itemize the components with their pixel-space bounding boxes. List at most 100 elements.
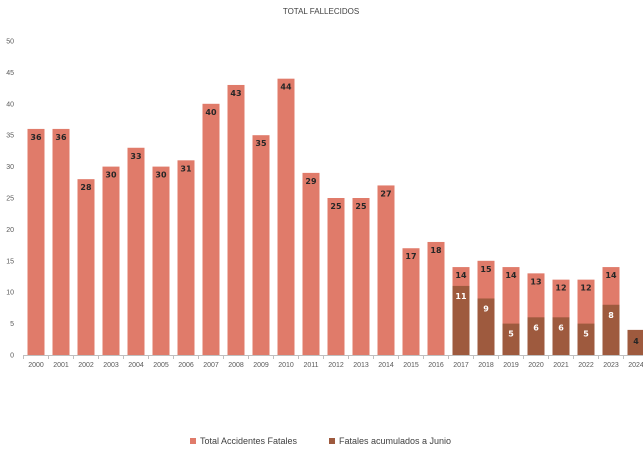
data-label-total-2021: 12 bbox=[555, 284, 566, 293]
data-label-total-2017: 14 bbox=[455, 271, 467, 280]
data-label-total-2003: 30 bbox=[105, 171, 117, 180]
y-tick-label: 10 bbox=[6, 290, 14, 297]
data-label-total-2014: 27 bbox=[380, 189, 391, 198]
x-tick-label: 2009 bbox=[253, 362, 269, 369]
bar-junio-2018 bbox=[477, 298, 495, 355]
data-label-junio-2020: 6 bbox=[533, 323, 539, 332]
x-tick-label: 2004 bbox=[128, 362, 144, 369]
legend: Total Accidentes Fatales Fatales acumulad… bbox=[190, 436, 451, 446]
bar-total-2007 bbox=[202, 103, 220, 355]
data-label-total-2013: 25 bbox=[355, 202, 367, 211]
data-label-total-2008: 43 bbox=[230, 89, 241, 98]
y-tick-label: 35 bbox=[6, 133, 14, 140]
bar-total-2003 bbox=[102, 166, 120, 355]
x-tick-label: 2010 bbox=[278, 362, 294, 369]
y-tick-label: 0 bbox=[10, 353, 14, 360]
y-tick-label: 25 bbox=[6, 196, 14, 203]
y-tick-label: 30 bbox=[6, 164, 14, 171]
data-label-junio-2024: 4 bbox=[633, 337, 639, 346]
data-label-total-2005: 30 bbox=[155, 171, 167, 180]
x-tick-label: 2003 bbox=[103, 362, 119, 369]
x-tick-label: 2021 bbox=[553, 362, 569, 369]
x-tick-label: 2008 bbox=[228, 362, 244, 369]
data-label-total-2011: 29 bbox=[305, 177, 317, 186]
y-tick-label: 5 bbox=[10, 321, 14, 328]
y-axis: 0 5 10 15 20 25 30 35 40 45 50 bbox=[6, 39, 14, 360]
x-tick-label: 2023 bbox=[603, 362, 619, 369]
bar-junio-2022 bbox=[577, 323, 595, 355]
data-label-total-2016: 18 bbox=[430, 246, 442, 255]
data-label-total-2007: 40 bbox=[205, 108, 217, 117]
x-tick-label: 2018 bbox=[478, 362, 494, 369]
x-tick-label: 2007 bbox=[203, 362, 219, 369]
y-tick-label: 15 bbox=[6, 258, 14, 265]
bar-total-2009 bbox=[252, 135, 270, 355]
data-label-total-2015: 17 bbox=[405, 252, 416, 261]
x-tick-label: 2012 bbox=[328, 362, 344, 369]
legend-swatch-0 bbox=[190, 438, 196, 444]
data-label-total-2018: 15 bbox=[480, 265, 492, 274]
data-label-total-2004: 33 bbox=[130, 152, 141, 161]
data-label-total-2020: 13 bbox=[530, 277, 541, 286]
data-label-total-2012: 25 bbox=[330, 202, 342, 211]
x-tick-label: 2000 bbox=[28, 362, 44, 369]
x-tick-label: 2001 bbox=[53, 362, 69, 369]
bar-junio-2019 bbox=[502, 323, 520, 355]
x-tick-label: 2011 bbox=[303, 362, 318, 369]
x-tick-label: 2006 bbox=[178, 362, 194, 369]
data-label-total-2022: 12 bbox=[580, 284, 591, 293]
y-tick-label: 20 bbox=[6, 227, 14, 234]
data-label-junio-2021: 6 bbox=[558, 323, 564, 332]
bar-total-2012 bbox=[327, 198, 345, 355]
x-tick-label: 2002 bbox=[78, 362, 94, 369]
bar-junio-2023 bbox=[602, 304, 620, 355]
x-tick-label: 2014 bbox=[378, 362, 394, 369]
chart-title: TOTAL FALLECIDOS bbox=[283, 7, 359, 16]
x-tick-label: 2005 bbox=[153, 362, 169, 369]
x-tick-label: 2015 bbox=[403, 362, 419, 369]
data-label-total-2006: 31 bbox=[180, 164, 192, 173]
x-tick-label: 2020 bbox=[528, 362, 544, 369]
data-label-total-2023: 14 bbox=[605, 271, 617, 280]
bar-junio-2024 bbox=[627, 329, 643, 355]
bar-total-2008 bbox=[227, 84, 245, 356]
data-label-junio-2017: 11 bbox=[455, 292, 467, 301]
legend-label-1: Fatales acumulados a Junio bbox=[339, 436, 451, 446]
bar-total-2002 bbox=[77, 179, 95, 355]
data-label-total-2002: 28 bbox=[80, 183, 92, 192]
bar-total-2006 bbox=[177, 160, 195, 355]
data-label-total-2010: 44 bbox=[280, 83, 292, 92]
data-label-total-2019: 14 bbox=[505, 271, 517, 280]
y-tick-label: 45 bbox=[6, 70, 14, 77]
x-axis: 2000 2001 2002 2003 2004 2005 2006 2007 2008 2009… bbox=[23, 355, 643, 369]
y-tick-label: 50 bbox=[6, 39, 14, 46]
bar-total-2005 bbox=[152, 166, 170, 355]
data-label-total-2001: 36 bbox=[55, 133, 67, 142]
data-label-junio-2023: 8 bbox=[608, 311, 614, 320]
bar-total-2014 bbox=[377, 185, 395, 355]
data-label-junio-2019: 5 bbox=[508, 330, 514, 339]
bar-total-2010 bbox=[277, 78, 295, 356]
y-tick-label: 40 bbox=[6, 101, 14, 108]
bar-total-2004 bbox=[127, 147, 145, 355]
legend-label-0: Total Accidentes Fatales bbox=[200, 436, 298, 446]
x-tick-label: 2016 bbox=[428, 362, 444, 369]
bar-total-2016 bbox=[427, 241, 445, 355]
legend-swatch-1 bbox=[329, 438, 335, 444]
bar-total-2013 bbox=[352, 198, 370, 355]
bar-junio-2020 bbox=[527, 317, 545, 355]
x-tick-label: 2019 bbox=[503, 362, 519, 369]
x-tick-label: 2024 bbox=[628, 362, 643, 369]
data-label-junio-2018: 9 bbox=[483, 304, 489, 313]
bar-total-2015 bbox=[402, 248, 420, 355]
bar-junio-2017 bbox=[452, 285, 470, 355]
bars-group: 36 36 28 30 33 30 31 40 43 35 44 29 25 25 27 17 18 14 11 15… bbox=[27, 78, 643, 356]
x-tick-label: 2022 bbox=[578, 362, 594, 369]
data-label-total-2009: 35 bbox=[255, 139, 267, 148]
bar-total-2001 bbox=[52, 128, 70, 355]
bar-junio-2021 bbox=[552, 317, 570, 355]
x-tick-label: 2017 bbox=[453, 362, 469, 369]
x-tick-label: 2013 bbox=[353, 362, 369, 369]
